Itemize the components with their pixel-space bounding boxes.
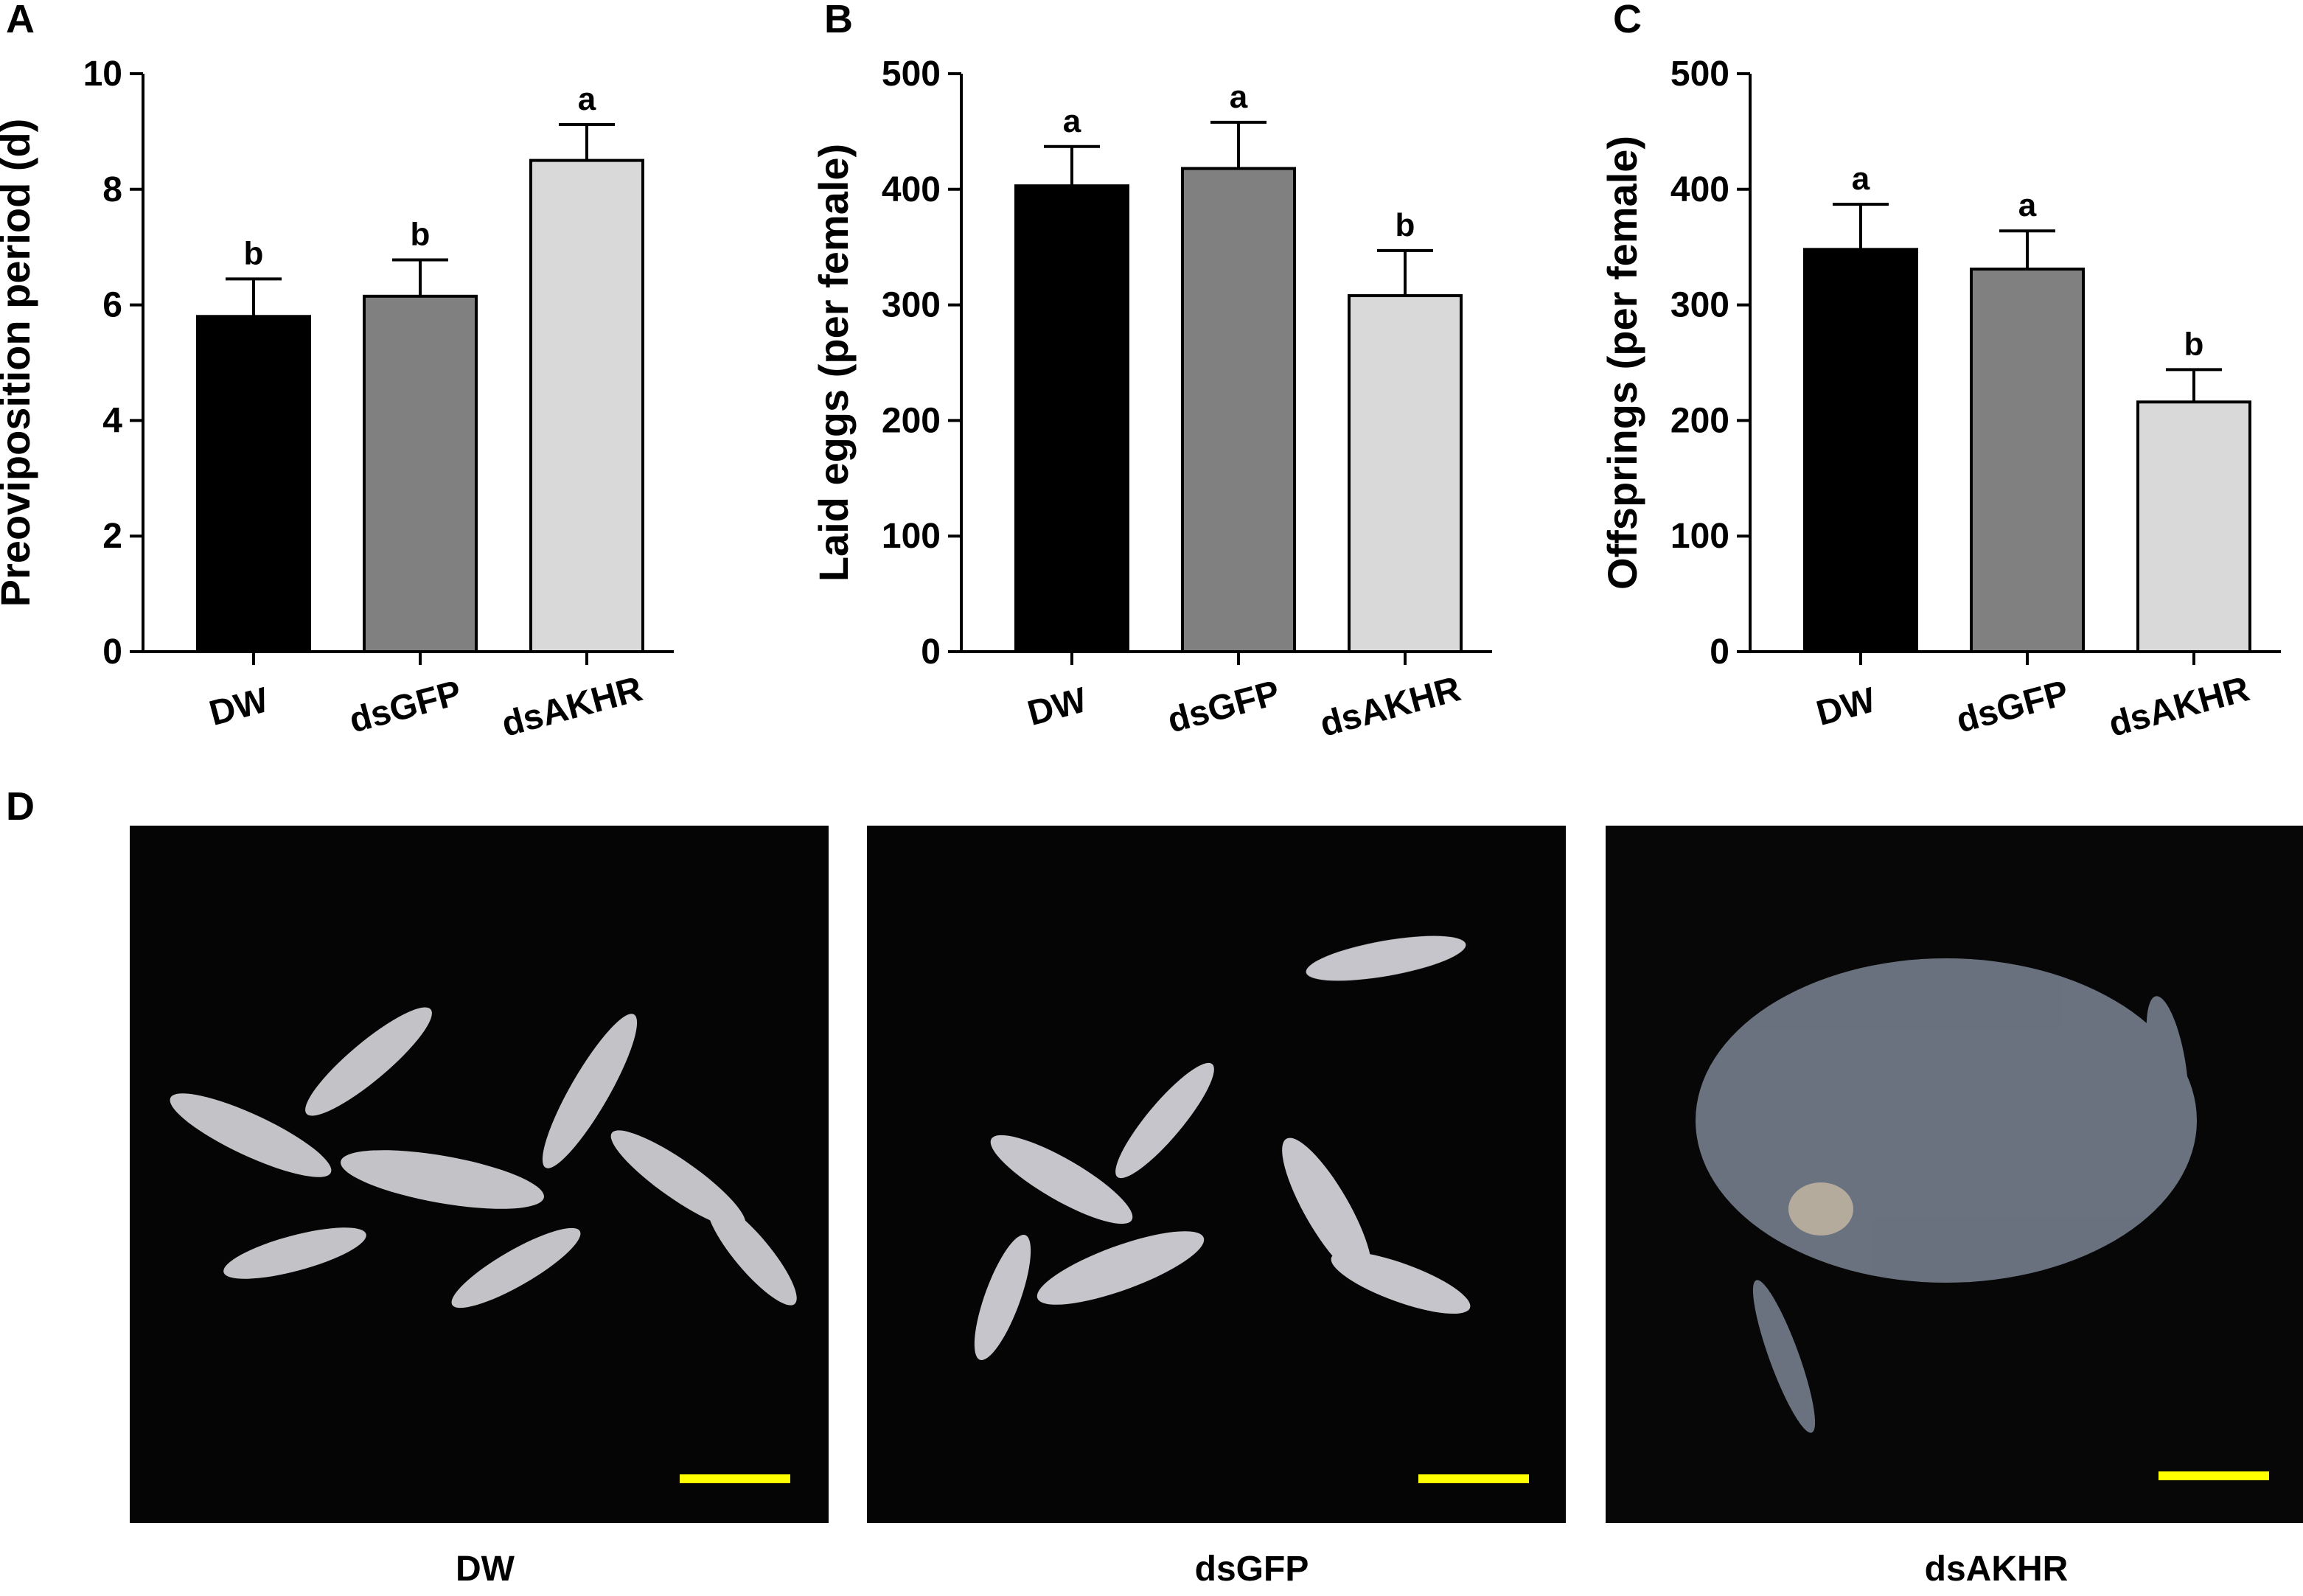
significance-letter: b xyxy=(2184,326,2204,362)
photo-caption: dsGFP xyxy=(1195,1550,1309,1589)
bar xyxy=(529,158,644,654)
significance-letter: a xyxy=(1230,79,1248,115)
significance-letter: b xyxy=(244,235,264,271)
bar xyxy=(363,294,478,653)
y-tick-label: 0 xyxy=(921,633,941,672)
bar xyxy=(1181,167,1296,654)
y-tick-label: 400 xyxy=(882,170,941,209)
y-tick-label: 10 xyxy=(83,55,122,94)
photo-caption: dsAKHR xyxy=(1925,1550,2069,1589)
specimen xyxy=(974,935,1471,1360)
x-tick-label: DW xyxy=(1813,680,1881,733)
specimen xyxy=(170,1007,797,1308)
y-tick-label: 2 xyxy=(102,517,122,556)
x-tick-label: dsAKHR xyxy=(498,669,647,745)
significance-letter: b xyxy=(1396,207,1415,243)
y-tick-label: 500 xyxy=(882,55,941,94)
photo-panels xyxy=(130,826,2303,1523)
y-tick-label: 500 xyxy=(1670,55,1729,94)
x-tick-label: DW xyxy=(206,680,273,733)
y-tick-label: 200 xyxy=(882,401,941,440)
y-axis-label: Preoviposition period (d) xyxy=(0,119,38,607)
x-tick-label: DW xyxy=(1024,680,1092,733)
photo-caption: DW xyxy=(456,1550,515,1589)
bar xyxy=(1970,267,2085,653)
bar xyxy=(2136,400,2251,653)
y-tick-label: 0 xyxy=(102,633,122,672)
y-axis-label: Laid eggs (per female) xyxy=(810,144,857,582)
scale-bar xyxy=(680,1474,790,1483)
bar xyxy=(196,315,311,653)
bar xyxy=(1803,248,1918,653)
y-tick-label: 0 xyxy=(1710,633,1729,672)
specimen xyxy=(1696,958,2197,1433)
y-axis-label: Offsprings (per female) xyxy=(1599,136,1645,590)
y-tick-label: 400 xyxy=(1670,170,1729,209)
bar xyxy=(1348,294,1463,653)
y-tick-label: 300 xyxy=(882,286,941,325)
x-tick-label: dsAKHR xyxy=(2105,669,2254,745)
scale-bar xyxy=(2159,1471,2269,1480)
y-tick-label: 4 xyxy=(102,401,122,440)
photo xyxy=(867,826,1566,1523)
y-tick-label: 100 xyxy=(1670,517,1729,556)
panel-label: A xyxy=(6,0,35,41)
significance-letter: a xyxy=(2018,187,2037,223)
x-tick-label: dsGFP xyxy=(1952,673,2072,740)
panel-label: C xyxy=(1613,0,1642,41)
significance-letter: b xyxy=(411,216,431,252)
scale-bar xyxy=(1418,1474,1529,1483)
y-tick-label: 300 xyxy=(1670,286,1729,325)
x-tick-label: dsGFP xyxy=(345,673,465,740)
x-tick-label: dsAKHR xyxy=(1316,669,1465,745)
significance-letter: a xyxy=(1852,161,1870,197)
panel-label: D xyxy=(6,784,35,829)
significance-letter: a xyxy=(1063,103,1081,139)
y-tick-label: 8 xyxy=(102,170,122,209)
y-tick-label: 100 xyxy=(882,517,941,556)
bar xyxy=(1014,184,1129,653)
y-tick-label: 6 xyxy=(102,286,122,325)
x-tick-label: dsGFP xyxy=(1163,673,1283,740)
y-tick-label: 200 xyxy=(1670,401,1729,440)
significance-letter: a xyxy=(578,81,596,117)
panel-label: B xyxy=(824,0,853,41)
